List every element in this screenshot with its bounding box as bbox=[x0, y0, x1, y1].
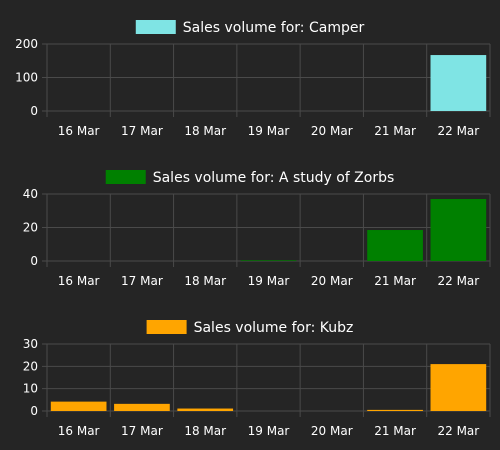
bar bbox=[114, 403, 170, 411]
legend: Sales volume for: A study of Zorbs bbox=[105, 170, 395, 186]
chart-panel: 0 20 40 16 Mar 17 Mar 18 Mar 19 Mar 20 Mar 21 Ma… bbox=[23, 170, 491, 288]
x-tick-label: 20 Mar bbox=[311, 274, 353, 288]
bar bbox=[240, 260, 297, 261]
x-tick-label: 16 Mar bbox=[58, 274, 100, 288]
x-tick-label: 18 Mar bbox=[184, 274, 226, 288]
x-tick-label: 18 Mar bbox=[184, 424, 226, 438]
bar bbox=[50, 401, 107, 411]
legend-label: Sales volume for: Camper bbox=[183, 20, 365, 36]
y-tick-label: 0 bbox=[30, 404, 38, 418]
x-tick-label: 21 Mar bbox=[374, 424, 416, 438]
x-tick-label: 16 Mar bbox=[58, 124, 100, 138]
bar bbox=[430, 364, 487, 411]
x-tick-label: 20 Mar bbox=[311, 124, 353, 138]
legend-label: Sales volume for: Kubz bbox=[194, 320, 354, 336]
bar bbox=[430, 199, 487, 261]
y-tick-label: 30 bbox=[23, 337, 38, 351]
legend: Sales volume for: Camper bbox=[135, 20, 365, 36]
legend-swatch bbox=[146, 320, 187, 334]
bar bbox=[177, 408, 234, 411]
y-tick-label: 100 bbox=[15, 71, 38, 85]
legend-swatch bbox=[135, 20, 176, 34]
x-tick-label: 22 Mar bbox=[437, 124, 479, 138]
x-tick-label: 21 Mar bbox=[374, 124, 416, 138]
chart-panel: 0 10 20 30 16 Mar 17 Mar 18 Mar 19 Mar 20 Mar 21 … bbox=[23, 320, 491, 438]
chart-panel: 0 100 200 16 Mar 17 Mar 18 Mar 19 Mar 20 Mar 21 … bbox=[15, 20, 491, 138]
x-tick-label: 19 Mar bbox=[248, 274, 290, 288]
x-tick-label: 22 Mar bbox=[437, 274, 479, 288]
y-tick-label: 10 bbox=[23, 382, 38, 396]
x-tick-label: 21 Mar bbox=[374, 274, 416, 288]
x-tick-label: 19 Mar bbox=[248, 424, 290, 438]
x-tick-label: 18 Mar bbox=[184, 124, 226, 138]
bar bbox=[430, 55, 487, 111]
bar bbox=[367, 230, 423, 261]
x-tick-label: 20 Mar bbox=[311, 424, 353, 438]
y-tick-label: 20 bbox=[23, 221, 38, 235]
y-tick-label: 200 bbox=[15, 37, 38, 51]
y-tick-label: 0 bbox=[30, 104, 38, 118]
x-tick-label: 17 Mar bbox=[121, 124, 163, 138]
y-tick-label: 20 bbox=[23, 359, 38, 373]
legend: Sales volume for: Kubz bbox=[146, 320, 354, 336]
y-tick-label: 40 bbox=[23, 187, 38, 201]
x-tick-label: 19 Mar bbox=[248, 124, 290, 138]
x-tick-label: 16 Mar bbox=[58, 424, 100, 438]
x-tick-label: 17 Mar bbox=[121, 424, 163, 438]
legend-label: Sales volume for: A study of Zorbs bbox=[153, 170, 395, 186]
x-tick-label: 17 Mar bbox=[121, 274, 163, 288]
x-tick-label: 22 Mar bbox=[437, 424, 479, 438]
y-tick-label: 0 bbox=[30, 254, 38, 268]
bar bbox=[367, 409, 423, 411]
legend-swatch bbox=[105, 170, 146, 184]
